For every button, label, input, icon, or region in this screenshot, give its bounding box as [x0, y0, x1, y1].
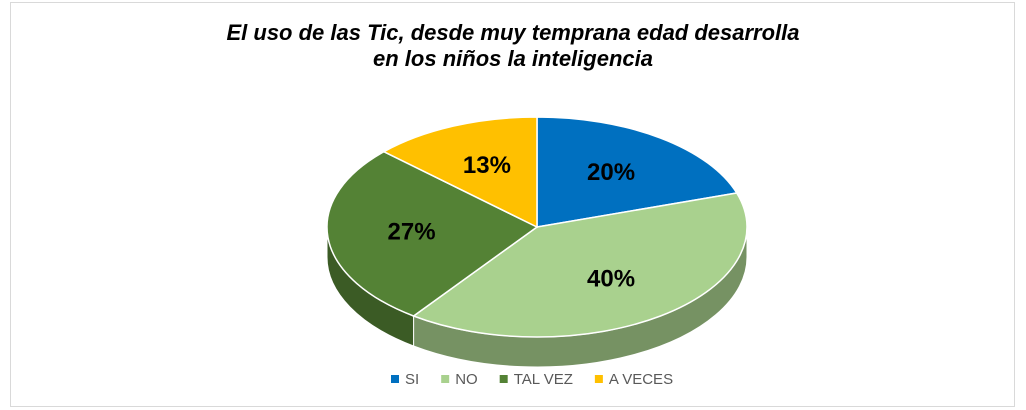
chart-title: El uso de las Tic, desde muy temprana ed…: [226, 20, 800, 71]
pie-slice: [326, 150, 539, 317]
data-label: 40%: [587, 266, 635, 293]
legend-label: SI: [405, 371, 419, 388]
legend-label: TAL VEZ: [514, 371, 573, 388]
pie-slice: [411, 192, 748, 338]
data-label: 13%: [463, 152, 511, 179]
pie-slice: [536, 116, 738, 228]
data-label: 27%: [388, 219, 436, 246]
pie-slice: [382, 116, 538, 229]
legend-swatch: [441, 375, 450, 383]
legend-swatch: [391, 375, 399, 383]
chart-frame: [10, 2, 1015, 407]
legend-swatch: [499, 375, 508, 383]
legend-swatch: [594, 375, 603, 383]
data-label: 20%: [587, 159, 635, 186]
legend-label: A VECES: [609, 371, 673, 388]
legend-label: NO: [455, 371, 478, 388]
